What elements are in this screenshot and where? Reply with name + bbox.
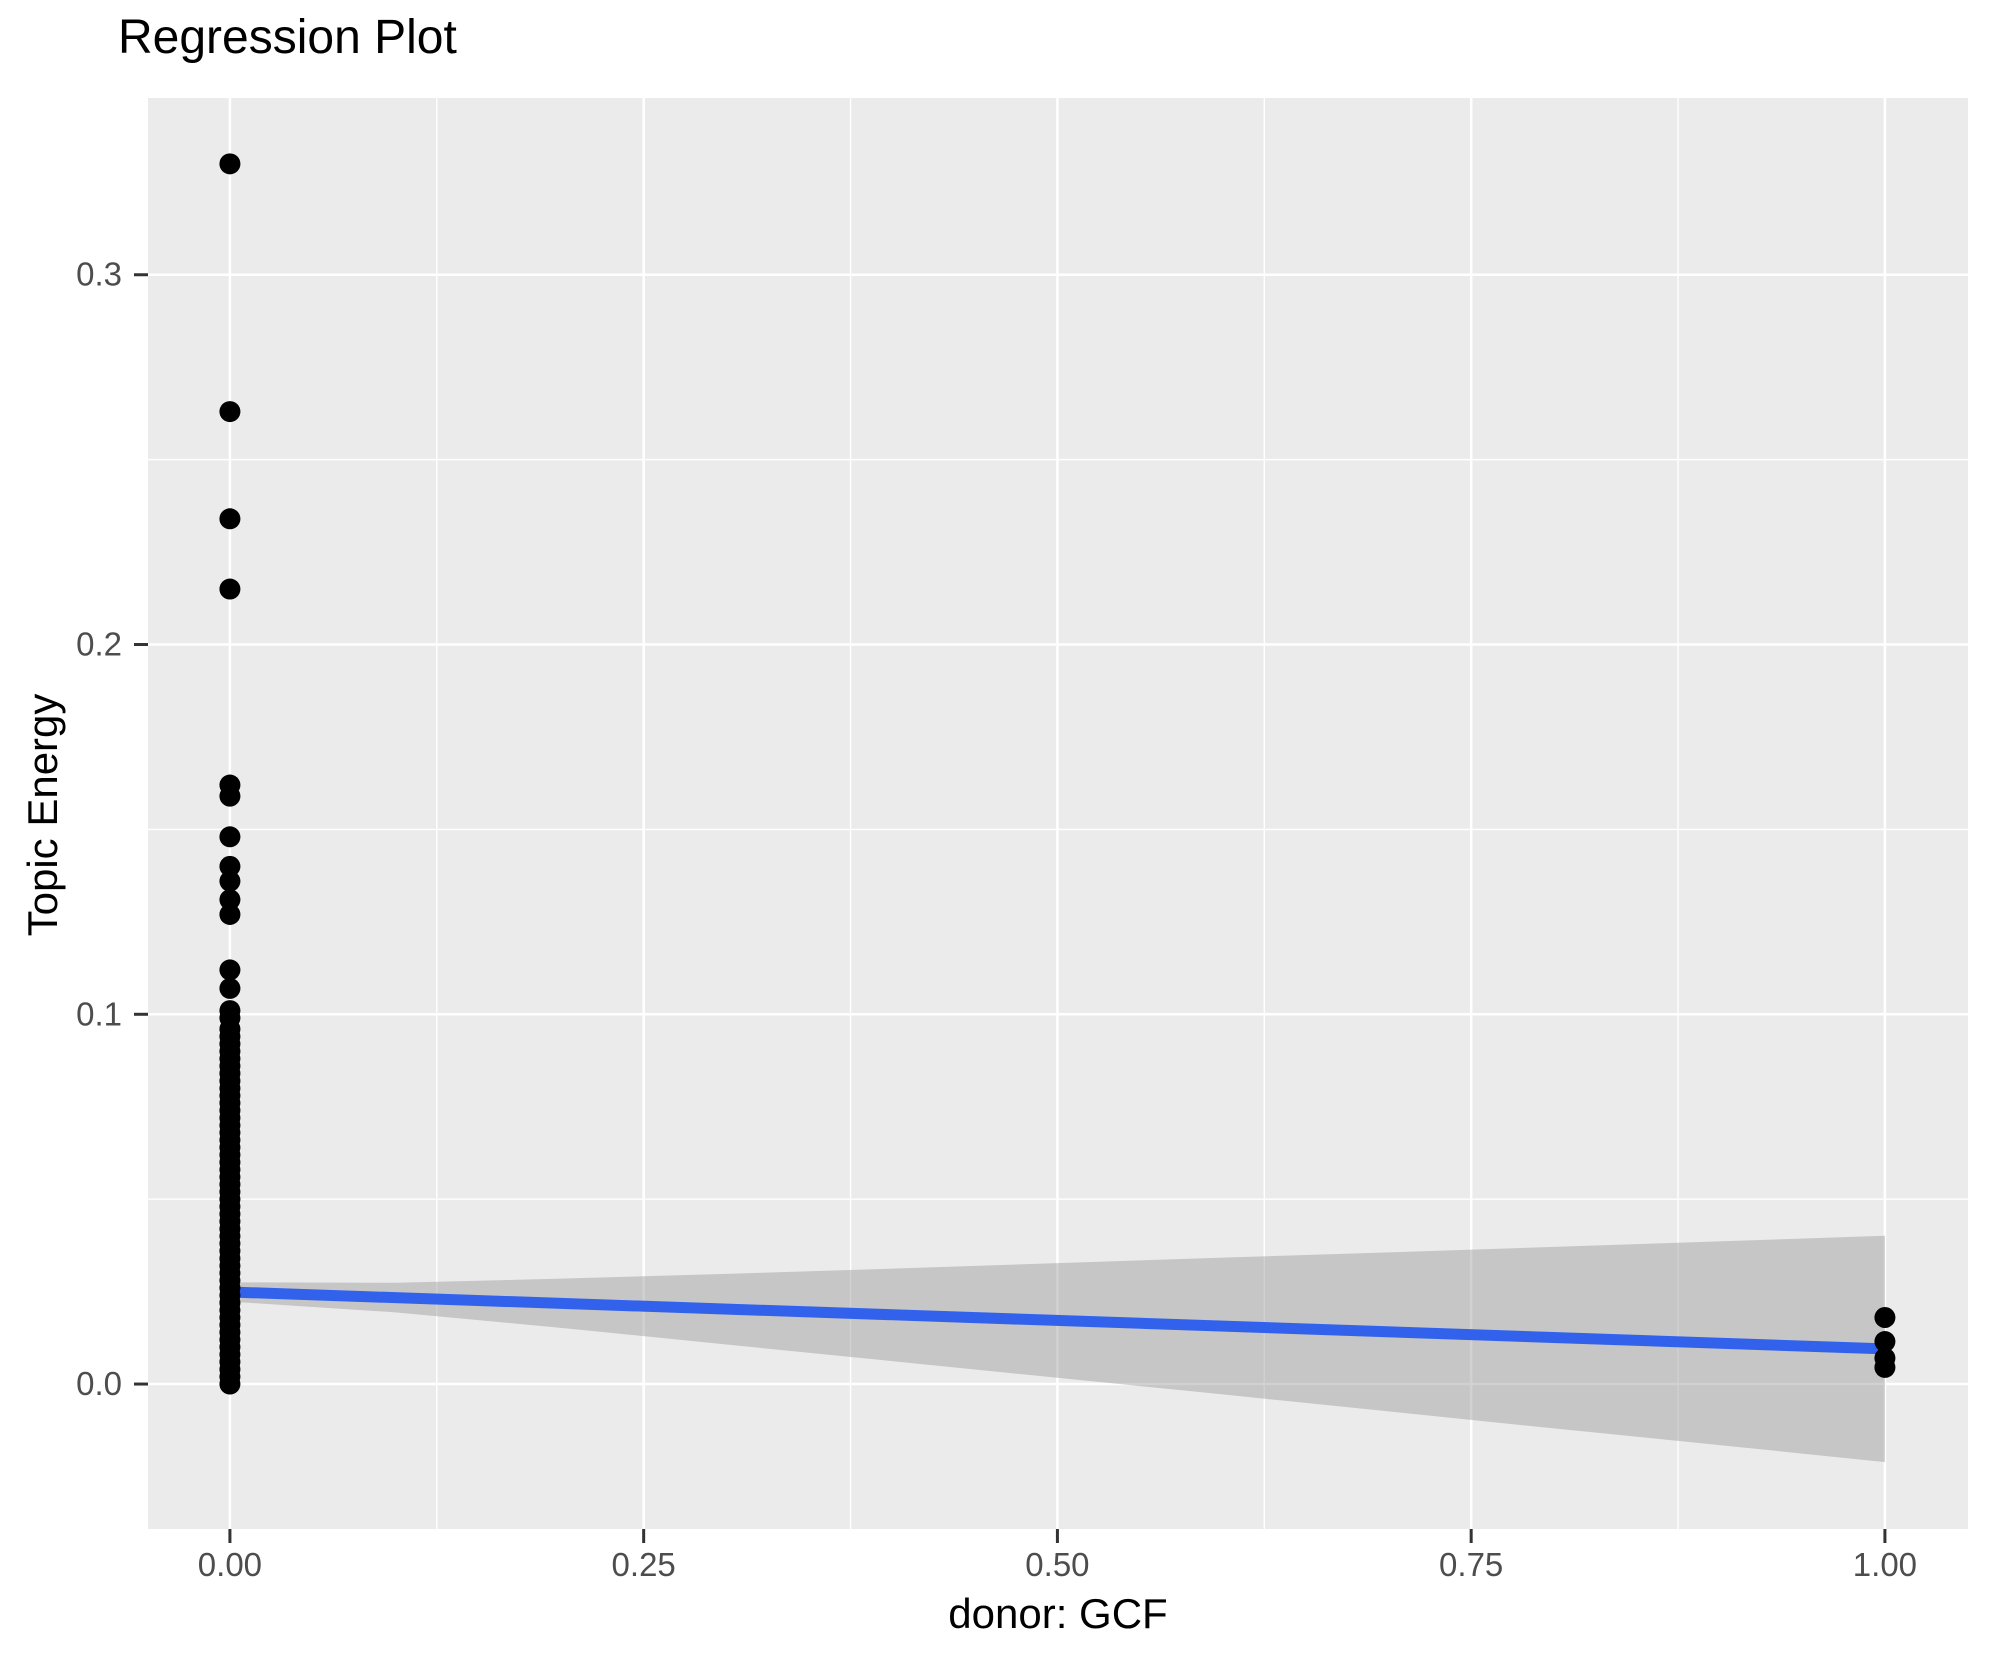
x-tick-label: 0.75: [1439, 1546, 1503, 1583]
data-point: [219, 508, 241, 530]
x-tick-label: 0.25: [612, 1546, 676, 1583]
confidence-band: [229, 1235, 1885, 1463]
data-point: [219, 153, 241, 175]
data-point: [1874, 1331, 1896, 1353]
y-tick-label: 0.0: [76, 1365, 122, 1402]
data-point: [219, 855, 241, 877]
data-point: [219, 959, 241, 981]
data-point: [219, 977, 241, 999]
x-tick-label: 0.00: [198, 1546, 262, 1583]
data-point: [219, 889, 241, 911]
data-point: [219, 826, 241, 848]
data-point: [219, 1373, 241, 1395]
data-point: [219, 401, 241, 423]
x-tick-label: 1.00: [1853, 1546, 1917, 1583]
data-point: [219, 578, 241, 600]
y-axis-title: Topic Energy: [19, 693, 66, 937]
data-point: [219, 903, 241, 925]
x-axis-title: donor: GCF: [948, 1590, 1168, 1637]
y-tick-label: 0.2: [76, 626, 122, 663]
data-point: [1874, 1306, 1896, 1328]
data-point: [1874, 1356, 1896, 1378]
x-tick-label: 0.50: [1025, 1546, 1089, 1583]
regression-line: [229, 1286, 1886, 1355]
data-point: [219, 785, 241, 807]
data-point: [219, 870, 241, 892]
y-tick-label: 0.3: [76, 256, 122, 293]
plot-title: Regression Plot: [118, 11, 457, 64]
y-tick-label: 0.1: [76, 995, 122, 1032]
